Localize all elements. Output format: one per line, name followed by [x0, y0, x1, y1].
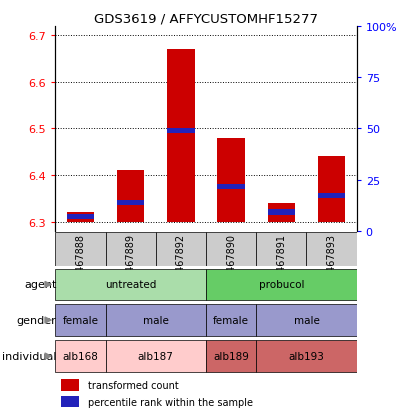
Bar [306, 232, 356, 266]
Bar [256, 304, 356, 336]
Bar [55, 340, 105, 372]
Bar [267, 204, 294, 222]
Bar [61, 396, 79, 407]
Text: percentile rank within the sample: percentile rank within the sample [88, 396, 253, 406]
Bar [167, 50, 194, 222]
Text: alb187: alb187 [137, 351, 173, 361]
Bar [105, 304, 205, 336]
Bar [217, 184, 244, 190]
Bar [317, 194, 344, 199]
Text: individual: individual [2, 351, 56, 361]
Bar [256, 232, 306, 266]
Bar [205, 304, 256, 336]
Text: GSM467893: GSM467893 [326, 233, 336, 292]
Bar [105, 232, 155, 266]
Bar [67, 213, 94, 222]
Text: GSM467889: GSM467889 [126, 233, 135, 292]
Bar [55, 269, 205, 301]
Bar [205, 269, 356, 301]
Text: gender: gender [16, 315, 56, 325]
Bar [267, 210, 294, 215]
Bar [155, 232, 205, 266]
Bar [167, 128, 194, 134]
Text: untreated: untreated [105, 280, 156, 290]
Text: male: male [142, 315, 169, 325]
Bar [61, 379, 79, 391]
Bar [55, 304, 105, 336]
Text: GSM467891: GSM467891 [276, 233, 285, 292]
Text: female: female [62, 315, 98, 325]
Text: GSM467888: GSM467888 [75, 233, 85, 292]
Bar [55, 232, 105, 266]
Text: female: female [213, 315, 249, 325]
Text: GSM467892: GSM467892 [175, 233, 185, 292]
Bar [217, 138, 244, 222]
Bar [117, 201, 144, 206]
Bar [67, 215, 94, 220]
Text: alb168: alb168 [62, 351, 98, 361]
Bar [105, 340, 205, 372]
Bar [205, 232, 256, 266]
Text: GSM467890: GSM467890 [226, 233, 236, 292]
Text: male: male [293, 315, 319, 325]
Text: alb189: alb189 [213, 351, 248, 361]
Bar [317, 157, 344, 222]
Text: transformed count: transformed count [88, 380, 179, 390]
Bar [117, 171, 144, 222]
Title: GDS3619 / AFFYCUSTOMHF15277: GDS3619 / AFFYCUSTOMHF15277 [94, 13, 317, 26]
Text: agent: agent [24, 280, 56, 290]
Bar [205, 340, 256, 372]
Text: alb193: alb193 [288, 351, 324, 361]
Bar [256, 340, 356, 372]
Text: probucol: probucol [258, 280, 303, 290]
